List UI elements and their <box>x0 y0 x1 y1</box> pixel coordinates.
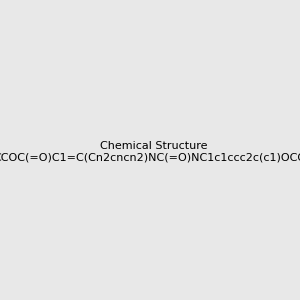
Text: Chemical Structure
CCOC(=O)C1=C(Cn2cncn2)NC(=O)NC1c1ccc2c(c1)OCO2: Chemical Structure CCOC(=O)C1=C(Cn2cncn2… <box>0 141 300 162</box>
